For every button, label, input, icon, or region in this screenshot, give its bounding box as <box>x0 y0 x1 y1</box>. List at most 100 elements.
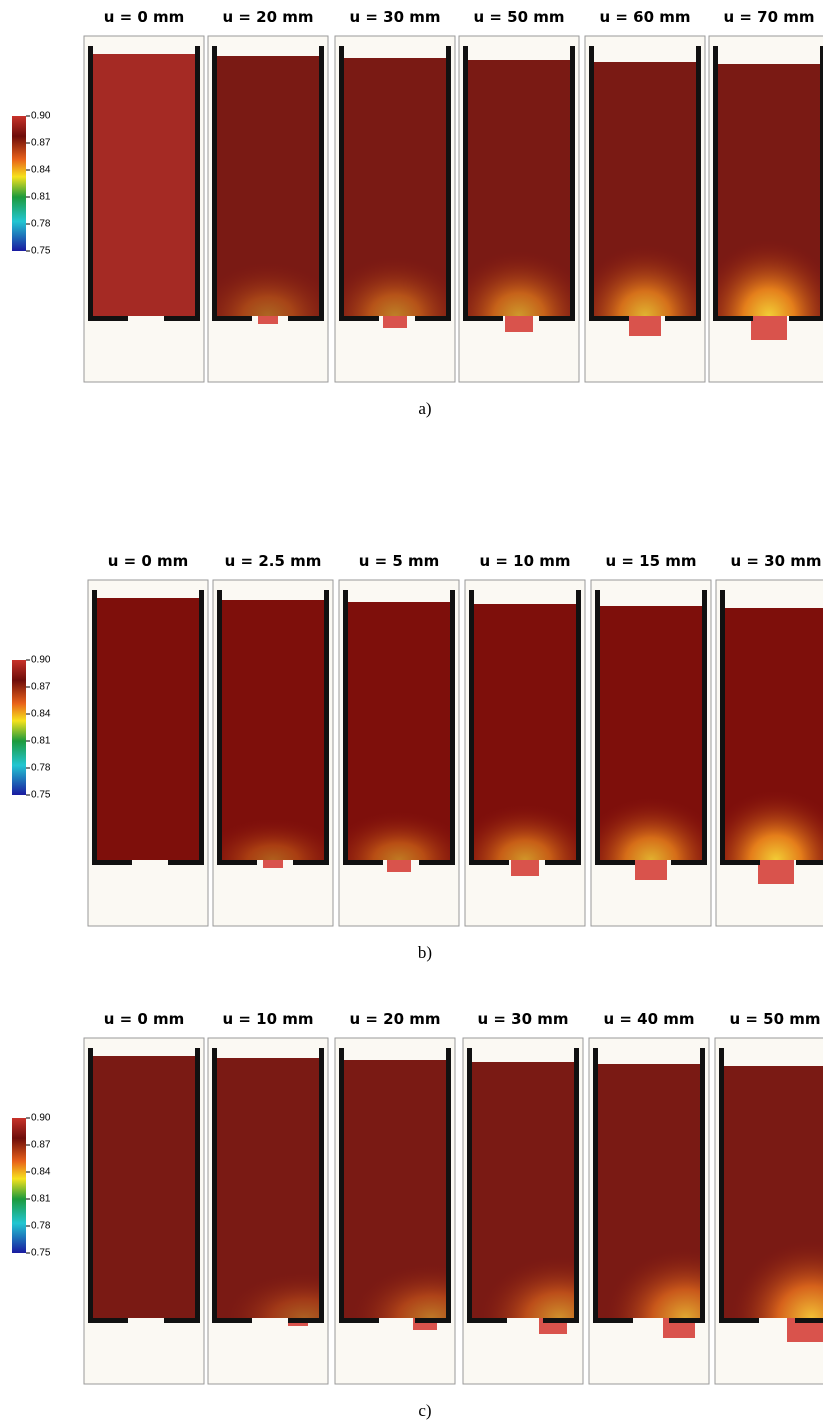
base-left <box>595 860 635 865</box>
material <box>92 1056 196 1318</box>
base-left <box>88 316 128 321</box>
stress-zone <box>724 760 823 860</box>
outflow <box>511 860 539 876</box>
wall-right <box>576 590 581 865</box>
material <box>96 598 200 860</box>
base-left <box>720 860 760 865</box>
frame-label: u = 0 mm <box>104 1010 185 1028</box>
wall-left <box>343 590 348 865</box>
colorbar-label: 0.78 <box>31 763 51 774</box>
base-right <box>415 316 451 321</box>
wall-right <box>696 46 701 321</box>
base-right <box>293 860 329 865</box>
base-right <box>168 860 204 865</box>
wall-left <box>463 46 468 321</box>
frame-label: u = 50 mm <box>729 1010 820 1028</box>
frame-label: u = 60 mm <box>599 8 690 26</box>
wall-left <box>92 590 97 865</box>
base-left <box>88 1318 128 1323</box>
outflow <box>383 316 407 328</box>
base-right <box>669 1318 705 1323</box>
stress-zone <box>471 1238 575 1318</box>
frame-label: u = 30 mm <box>349 8 440 26</box>
frame: u = 10 mm <box>465 552 585 926</box>
base-left <box>719 1318 759 1323</box>
wall-right <box>446 1048 451 1323</box>
colorbar <box>12 660 26 795</box>
base-left <box>339 1318 379 1323</box>
frame-label: u = 5 mm <box>359 552 440 570</box>
wall-right <box>195 46 200 321</box>
colorbar-label: 0.84 <box>31 1167 51 1178</box>
colorbar-label: 0.75 <box>31 1248 51 1259</box>
base-left <box>713 316 753 321</box>
outflow <box>629 316 661 336</box>
outflow <box>635 860 667 880</box>
caption: a) <box>418 399 431 418</box>
wall-right <box>195 1048 200 1323</box>
base-right <box>545 860 581 865</box>
wall-left <box>212 1048 217 1323</box>
wall-right <box>450 590 455 865</box>
base-left <box>469 860 509 865</box>
colorbar-label: 0.87 <box>31 682 51 693</box>
outflow <box>751 316 787 340</box>
base-right <box>543 1318 579 1323</box>
base-left <box>467 1318 507 1323</box>
base-right <box>164 1318 200 1323</box>
frame-label: u = 30 mm <box>730 552 821 570</box>
figure: 0.900.870.840.810.780.75u = 0 mmu = 20 m… <box>0 0 823 1427</box>
base-left <box>589 316 629 321</box>
wall-left <box>88 46 93 321</box>
wall-right <box>324 590 329 865</box>
frame-label: u = 2.5 mm <box>225 552 322 570</box>
base-left <box>339 316 379 321</box>
wall-right <box>446 46 451 321</box>
base-left <box>593 1318 633 1323</box>
outflow <box>387 860 411 872</box>
colorbar-label: 0.75 <box>31 790 51 801</box>
base-right <box>288 1318 324 1323</box>
base-right <box>539 316 575 321</box>
wall-right <box>199 590 204 865</box>
wall-left <box>339 1048 344 1323</box>
base-left <box>92 860 132 865</box>
stress-zone <box>347 790 451 860</box>
frame-label: u = 15 mm <box>605 552 696 570</box>
colorbar-label: 0.84 <box>31 709 51 720</box>
frame-label: u = 70 mm <box>723 8 814 26</box>
wall-left <box>339 46 344 321</box>
frame: u = 15 mm <box>591 552 711 926</box>
frame-label: u = 20 mm <box>222 8 313 26</box>
frame-label: u = 40 mm <box>603 1010 694 1028</box>
frame: u = 50 mm <box>715 1010 823 1384</box>
stress-zone <box>597 1228 701 1318</box>
frame: u = 50 mm <box>459 8 579 382</box>
base-left <box>463 316 503 321</box>
frame-label: u = 0 mm <box>108 552 189 570</box>
base-left <box>212 1318 252 1323</box>
base-right <box>415 1318 451 1323</box>
wall-right <box>702 590 707 865</box>
stress-zone <box>723 1218 823 1318</box>
colorbar-label: 0.78 <box>31 219 51 230</box>
frame-label: u = 10 mm <box>222 1010 313 1028</box>
outflow <box>505 316 533 332</box>
wall-right <box>700 1048 705 1323</box>
colorbar-label: 0.90 <box>31 111 51 122</box>
outflow <box>263 860 283 868</box>
frame: u = 60 mm <box>585 8 705 382</box>
base-left <box>217 860 257 865</box>
frame: u = 0 mm <box>84 8 204 382</box>
colorbar-label: 0.87 <box>31 1140 51 1151</box>
frame: u = 20 mm <box>335 1010 455 1384</box>
wall-left <box>212 46 217 321</box>
wall-left <box>719 1048 724 1323</box>
frame: u = 2.5 mm <box>213 552 333 926</box>
wall-right <box>319 1048 324 1323</box>
wall-left <box>88 1048 93 1323</box>
wall-left <box>467 1048 472 1323</box>
base-left <box>212 316 252 321</box>
